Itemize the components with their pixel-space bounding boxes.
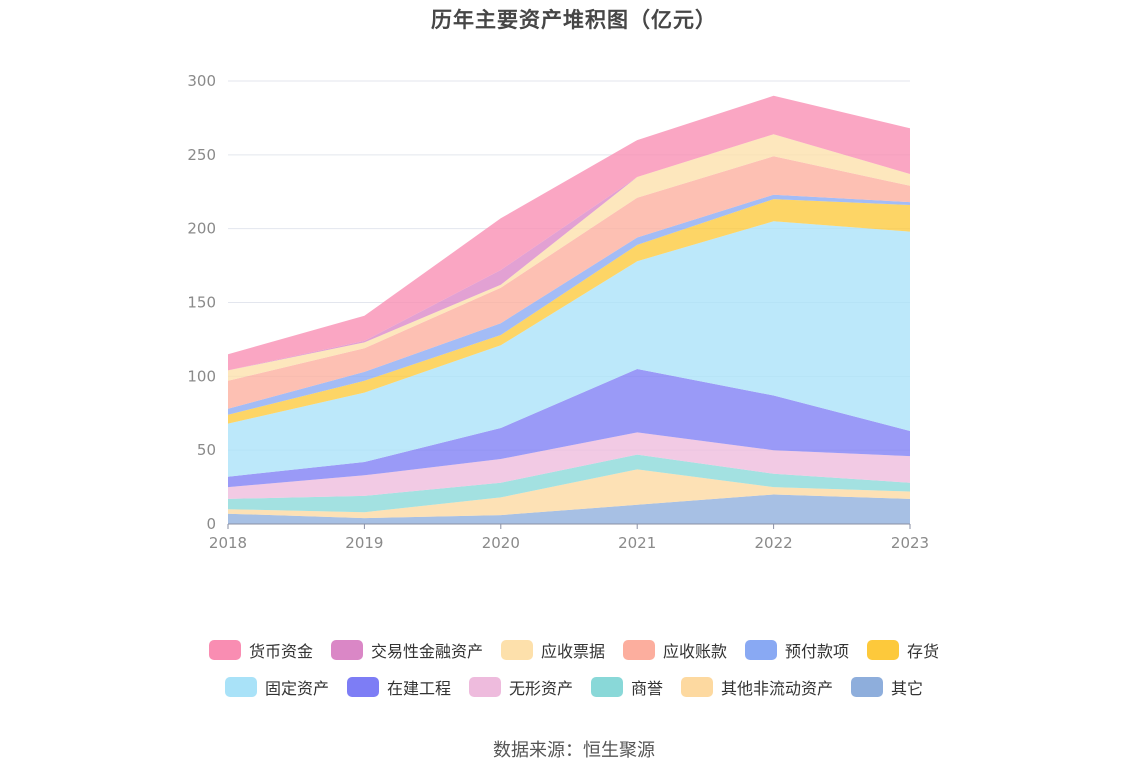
legend-swatch (208, 640, 241, 660)
legend-swatch (681, 677, 714, 697)
legend-swatch (591, 677, 623, 697)
x-tick-label: 2023 (891, 534, 929, 552)
legend-item[interactable]: 存货 (867, 638, 939, 662)
stacked-area-chart: 0 50 100 150 200 250 300 2018 2019 2020 2021 2022 20… (187, 72, 929, 552)
y-tick-label: 0 (206, 515, 216, 533)
legend-item[interactable]: 在建工程 (346, 675, 451, 699)
legend-swatch (224, 677, 257, 697)
area-series-7 (228, 194, 910, 415)
y-tick-label: 250 (187, 146, 216, 164)
area-series-4 (228, 369, 910, 488)
legend-label: 其他非流动资产 (721, 679, 834, 698)
area-series-5 (228, 221, 910, 477)
y-tick-label: 300 (187, 72, 216, 90)
area-series-3 (228, 432, 910, 499)
legend-swatch (330, 640, 363, 660)
legend-item[interactable]: 货币资金 (208, 638, 313, 662)
axes: 0 50 100 150 200 250 300 2018 2019 2020 2021 2022 20… (187, 72, 929, 552)
legend-row-1: 货币资金 交易性金融资产 应收票据 应收账款 预付款项 存货 (0, 638, 1148, 662)
x-tick-label: 2018 (209, 534, 247, 552)
area-series-0 (228, 494, 910, 524)
area-series-11 (228, 95, 910, 371)
legend-item[interactable]: 交易性金融资产 (330, 638, 483, 662)
x-tick-label: 2021 (618, 534, 656, 552)
legend-label: 固定资产 (264, 679, 329, 698)
y-tick-label: 100 (187, 367, 216, 385)
legend-label: 其它 (891, 679, 924, 698)
area-series-2 (228, 454, 910, 513)
x-tick-label: 2020 (482, 534, 520, 552)
legend-item[interactable]: 固定资产 (224, 675, 329, 699)
legend-item[interactable]: 无形资产 (468, 675, 573, 699)
legend-row-2: 固定资产 在建工程 无形资产 商誉 其他非流动资产 其它 (0, 675, 1148, 699)
x-tick-label: 2022 (755, 534, 793, 552)
legend-swatch (500, 640, 533, 660)
legend-swatch (468, 677, 501, 697)
legend: 货币资金 交易性金融资产 应收票据 应收账款 预付款项 存货 固定资产 在建工程 无形资产 商誉… (0, 638, 1148, 712)
legend-label: 应收账款 (663, 642, 728, 661)
area-series-8 (228, 156, 910, 409)
y-tick-label: 50 (197, 441, 216, 459)
data-source-note: 数据来源：恒生聚源 (493, 740, 655, 761)
area-series-1 (228, 469, 910, 519)
legend-label: 预付款项 (785, 642, 850, 661)
legend-swatch (623, 640, 655, 660)
area-series-9 (228, 134, 910, 381)
y-tick-label: 150 (187, 294, 216, 312)
legend-label: 交易性金融资产 (370, 642, 483, 661)
legend-label: 在建工程 (386, 679, 451, 698)
legend-item[interactable]: 应收账款 (623, 638, 727, 662)
legend-item[interactable]: 其他非流动资产 (681, 675, 833, 699)
legend-label: 货币资金 (248, 642, 313, 661)
legend-label: 无形资产 (508, 679, 573, 698)
legend-swatch (867, 640, 900, 660)
legend-label: 应收票据 (540, 642, 605, 661)
y-tick-label: 200 (187, 220, 216, 238)
legend-swatch (745, 640, 778, 660)
chart-title: 历年主要资产堆积图（亿元） (431, 8, 717, 32)
legend-item[interactable]: 商誉 (591, 675, 663, 699)
area-series (228, 95, 910, 524)
legend-item[interactable]: 预付款项 (745, 638, 849, 662)
legend-label: 商誉 (631, 679, 664, 698)
x-tick-label: 2019 (345, 534, 383, 552)
legend-swatch (851, 677, 884, 697)
area-series-6 (228, 199, 910, 424)
legend-item[interactable]: 应收票据 (500, 638, 605, 662)
legend-swatch (346, 677, 379, 697)
legend-label: 存货 (907, 642, 940, 661)
legend-item[interactable]: 其它 (851, 675, 923, 699)
